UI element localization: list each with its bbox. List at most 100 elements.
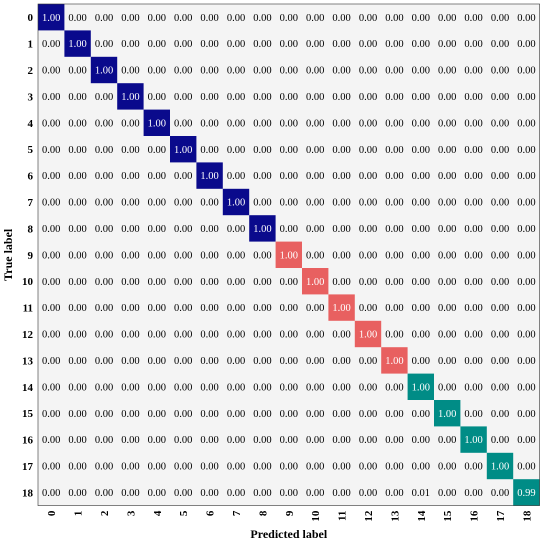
cell-value-label: 0.00 <box>332 277 350 288</box>
cell-value-label: 1.00 <box>148 118 166 129</box>
cell-value-label: 0.00 <box>491 145 509 156</box>
cell-value-label: 0.00 <box>280 409 298 420</box>
y-tick-label: 13 <box>22 355 34 367</box>
cell-value-label: 0.00 <box>438 356 456 367</box>
cell-value-label: 0.00 <box>148 435 166 446</box>
cell-value-label: 0.00 <box>42 330 60 341</box>
cell-value-label: 0.00 <box>517 198 535 209</box>
cell-value-label: 0.00 <box>359 250 377 261</box>
cell-value-label: 0.00 <box>227 92 245 103</box>
cell-value-label: 0.00 <box>464 198 482 209</box>
cell-value-label: 0.00 <box>42 39 60 50</box>
cell-value-label: 0.00 <box>464 92 482 103</box>
cell-value-label: 0.00 <box>306 250 324 261</box>
cell-value-label: 0.00 <box>385 198 403 209</box>
cell-value-label: 0.00 <box>68 145 86 156</box>
y-tick-label: 6 <box>28 171 34 183</box>
cell-value-label: 0.00 <box>517 409 535 420</box>
cell-value-label: 0.00 <box>68 13 86 24</box>
cell-value-label: 0.00 <box>464 250 482 261</box>
cell-value-label: 0.00 <box>412 277 430 288</box>
cell-value-label: 0.00 <box>385 382 403 393</box>
cell-value-label: 0.00 <box>227 224 245 235</box>
cell-value-label: 0.00 <box>121 382 139 393</box>
cell-value-label: 0.00 <box>227 356 245 367</box>
cell-value-label: 0.00 <box>121 488 139 499</box>
cell-value-label: 0.00 <box>174 277 192 288</box>
cell-value-label: 0.01 <box>412 488 430 499</box>
cell-value-label: 0.00 <box>148 145 166 156</box>
cell-value-label: 0.00 <box>68 92 86 103</box>
cell-value-label: 0.00 <box>385 224 403 235</box>
cell-value-label: 0.00 <box>438 303 456 314</box>
cell-value-label: 0.00 <box>438 435 456 446</box>
cell-value-label: 1.00 <box>385 356 403 367</box>
cell-value-label: 0.00 <box>491 13 509 24</box>
cell-value-label: 0.00 <box>385 66 403 77</box>
cell-value-label: 0.00 <box>359 13 377 24</box>
cell-value-label: 0.00 <box>438 198 456 209</box>
cell-value-label: 0.00 <box>385 39 403 50</box>
cell-value-label: 0.00 <box>174 118 192 129</box>
cell-value-label: 0.00 <box>385 409 403 420</box>
cell-value-label: 0.00 <box>412 171 430 182</box>
cell-value-label: 0.00 <box>121 171 139 182</box>
cell-value-label: 0.00 <box>385 330 403 341</box>
cell-value-label: 0.00 <box>174 39 192 50</box>
x-tick-label: 0 <box>46 510 58 516</box>
cell-value-label: 0.00 <box>95 330 113 341</box>
x-tick-label: 9 <box>284 510 296 516</box>
cell-value-label: 0.00 <box>280 118 298 129</box>
heatmap-cell-highlight <box>460 426 487 453</box>
cell-value-label: 0.00 <box>42 224 60 235</box>
cell-value-label: 0.00 <box>332 250 350 261</box>
cell-value-label: 0.00 <box>359 303 377 314</box>
cell-value-label: 0.00 <box>121 224 139 235</box>
cell-value-label: 0.00 <box>517 66 535 77</box>
y-tick-label: 16 <box>22 435 34 447</box>
cell-value-label: 0.00 <box>200 277 218 288</box>
cell-value-label: 0.00 <box>121 198 139 209</box>
cell-value-label: 0.99 <box>517 488 535 499</box>
cell-value-label: 0.00 <box>148 303 166 314</box>
cell-value-label: 0.00 <box>464 409 482 420</box>
cell-value-label: 0.00 <box>148 198 166 209</box>
cell-value-label: 0.00 <box>121 145 139 156</box>
heatmap-cell-highlight <box>117 83 144 110</box>
cell-value-label: 0.00 <box>95 118 113 129</box>
cell-value-label: 0.00 <box>95 382 113 393</box>
cell-value-label: 0.00 <box>491 198 509 209</box>
cell-value-label: 0.00 <box>332 382 350 393</box>
cell-value-label: 0.00 <box>121 303 139 314</box>
heatmap-cell-highlight <box>275 241 302 268</box>
y-tick-label: 15 <box>22 408 34 420</box>
cell-value-label: 0.00 <box>464 224 482 235</box>
cell-value-label: 0.00 <box>121 277 139 288</box>
cell-value-label: 0.00 <box>68 409 86 420</box>
cell-value-label: 0.00 <box>438 145 456 156</box>
cell-value-label: 0.00 <box>227 330 245 341</box>
cell-value-label: 0.00 <box>148 462 166 473</box>
cell-value-label: 0.00 <box>42 92 60 103</box>
cell-value-label: 0.00 <box>517 330 535 341</box>
cell-value-label: 0.00 <box>412 330 430 341</box>
y-tick-label: 11 <box>23 303 33 315</box>
cell-value-label: 0.00 <box>332 224 350 235</box>
cell-value-label: 0.00 <box>359 66 377 77</box>
cell-value-label: 0.00 <box>121 66 139 77</box>
cell-value-label: 0.00 <box>227 250 245 261</box>
cell-value-label: 0.00 <box>253 250 271 261</box>
cell-value-label: 0.00 <box>491 382 509 393</box>
cell-value-label: 0.00 <box>68 277 86 288</box>
cell-value-label: 0.00 <box>359 435 377 446</box>
y-tick-label: 2 <box>28 65 34 77</box>
heatmap-cell-highlight <box>302 268 329 295</box>
cell-value-label: 0.00 <box>227 171 245 182</box>
cell-value-label: 0.00 <box>306 145 324 156</box>
cell-value-label: 0.00 <box>438 462 456 473</box>
cell-value-label: 0.00 <box>68 224 86 235</box>
cell-value-label: 0.00 <box>68 303 86 314</box>
cell-value-label: 0.00 <box>491 39 509 50</box>
cell-value-label: 0.00 <box>517 435 535 446</box>
